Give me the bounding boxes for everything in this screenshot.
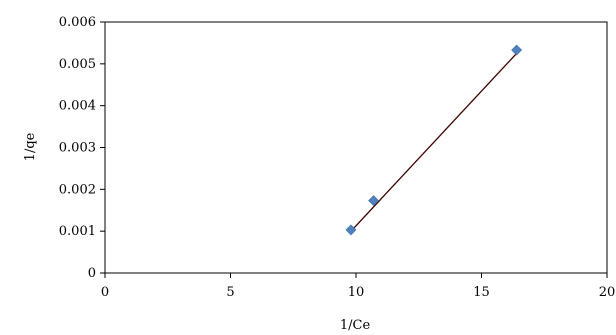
x-axis-ticks: 0 5 10 15 20 xyxy=(101,273,615,300)
y-axis-ticks: 0 0.001 0.002 0.003 0.004 0.005 0.006 xyxy=(59,15,105,281)
y-tick-label: 0.004 xyxy=(59,99,96,114)
y-tick-label: 0.003 xyxy=(59,141,96,156)
points-layer xyxy=(345,44,523,236)
x-tick-label: 15 xyxy=(473,285,490,300)
trendline xyxy=(350,52,518,232)
x-axis-label: 1/Ce xyxy=(340,318,371,333)
y-tick-label: 0.005 xyxy=(59,57,96,72)
y-axis-label: 1/qe xyxy=(23,132,38,161)
data-point xyxy=(368,195,379,207)
x-tick-label: 0 xyxy=(101,285,109,300)
y-tick-label: 0.001 xyxy=(59,224,96,239)
x-tick-label: 5 xyxy=(226,285,234,300)
y-tick-label: 0.006 xyxy=(59,15,96,30)
y-tick-label: 0.002 xyxy=(59,182,96,197)
x-tick-label: 20 xyxy=(599,285,616,300)
plot-area xyxy=(104,21,608,274)
data-point xyxy=(345,224,357,236)
y-tick-label: 0 xyxy=(88,266,96,281)
trendline-layer xyxy=(350,52,518,232)
x-tick-label: 10 xyxy=(348,285,365,300)
data-point xyxy=(511,44,523,56)
